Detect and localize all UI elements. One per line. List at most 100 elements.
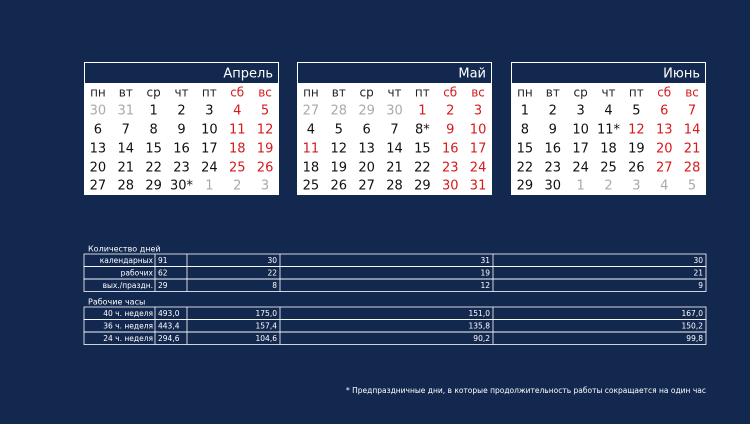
day: 23: [442, 161, 459, 176]
day: 8: [521, 123, 529, 138]
table-row: [83, 331, 707, 345]
day: 25: [303, 179, 320, 194]
weekday: пн: [90, 86, 106, 100]
day: 21: [118, 161, 135, 176]
weekday: вт: [332, 86, 346, 100]
cell: 22: [267, 268, 277, 277]
day: 6: [660, 104, 668, 119]
day: 27: [656, 161, 673, 176]
day: 14: [118, 142, 135, 157]
day: 22: [517, 161, 534, 176]
day: 6: [94, 123, 102, 138]
day: 7: [688, 104, 696, 119]
day: 24: [201, 161, 218, 176]
day: 4: [307, 123, 315, 138]
day: 21: [386, 161, 403, 176]
day: 13: [358, 142, 375, 157]
day: 13: [90, 142, 107, 157]
cell: 8: [272, 281, 277, 290]
day: 11*: [597, 123, 621, 138]
day: 17: [470, 142, 487, 157]
day: 25: [600, 161, 617, 176]
weekday: вс: [471, 86, 485, 100]
day: 3: [632, 179, 640, 194]
row-label: календарных: [100, 256, 154, 265]
day: 24: [470, 161, 487, 176]
day: 31: [470, 179, 487, 194]
weekday: чт: [601, 86, 615, 100]
cell: 99,8: [686, 334, 703, 343]
day: 10: [572, 123, 589, 138]
weekday: ср: [574, 86, 588, 100]
day: 20: [358, 161, 375, 176]
day: 1: [205, 179, 213, 194]
day: 15: [414, 142, 431, 157]
day: 11: [303, 142, 320, 157]
day: 4: [660, 179, 668, 194]
row-label: 40 ч. неделя: [103, 309, 153, 318]
day: 29: [358, 104, 375, 119]
cell: 21: [693, 268, 703, 277]
day: 19: [257, 142, 274, 157]
weekday: пн: [517, 86, 533, 100]
weekday: вт: [119, 86, 133, 100]
day: 26: [257, 161, 274, 176]
weekday: чт: [387, 86, 401, 100]
cell: 175,0: [256, 309, 278, 318]
row-label: вых./праздн.: [103, 281, 153, 290]
day: 14: [684, 123, 701, 138]
day: 31: [118, 104, 135, 119]
day: 30: [545, 179, 562, 194]
calendar-body: [297, 62, 492, 195]
cell: 30: [267, 256, 277, 265]
day: 28: [118, 179, 135, 194]
day: 16: [442, 142, 459, 157]
day: 23: [173, 161, 190, 176]
day: 2: [177, 104, 185, 119]
day: 1: [577, 179, 585, 194]
weekday: сб: [443, 86, 457, 100]
weekday: чт: [174, 86, 188, 100]
day: 16: [545, 142, 562, 157]
day: 5: [335, 123, 343, 138]
weekday: пт: [202, 86, 217, 100]
day: 1: [150, 104, 158, 119]
day: 16: [173, 142, 190, 157]
day: 3: [474, 104, 482, 119]
day: 20: [656, 142, 673, 157]
day: 4: [604, 104, 612, 119]
weekday: сб: [230, 86, 244, 100]
calendar-body: [84, 62, 279, 195]
day: 12: [628, 123, 645, 138]
day: 28: [386, 179, 403, 194]
month-name: Май: [458, 67, 486, 82]
cell: 62: [158, 268, 168, 277]
day: 5: [688, 179, 696, 194]
day: 17: [572, 142, 589, 157]
row-label: 36 ч. неделя: [103, 321, 153, 330]
day: 26: [331, 179, 348, 194]
weekday: вт: [546, 86, 560, 100]
day: 30: [442, 179, 459, 194]
day: 20: [90, 161, 107, 176]
day: 11: [229, 123, 246, 138]
day: 9: [446, 123, 454, 138]
cell: 151,0: [469, 309, 491, 318]
weekday: ср: [360, 86, 374, 100]
day: 6: [363, 123, 371, 138]
cell: 9: [698, 281, 703, 290]
day: 27: [90, 179, 107, 194]
day: 17: [201, 142, 218, 157]
day: 1: [521, 104, 529, 119]
month-name: Апрель: [223, 67, 273, 82]
footnote: * Предпраздничные дни, в которые продолж…: [346, 386, 706, 395]
cell: 104,6: [256, 334, 278, 343]
day: 27: [358, 179, 375, 194]
day: 10: [201, 123, 218, 138]
weekday: пт: [415, 86, 430, 100]
day: 14: [386, 142, 403, 157]
cell: 90,2: [473, 334, 490, 343]
day: 5: [261, 104, 269, 119]
day: 29: [414, 179, 431, 194]
